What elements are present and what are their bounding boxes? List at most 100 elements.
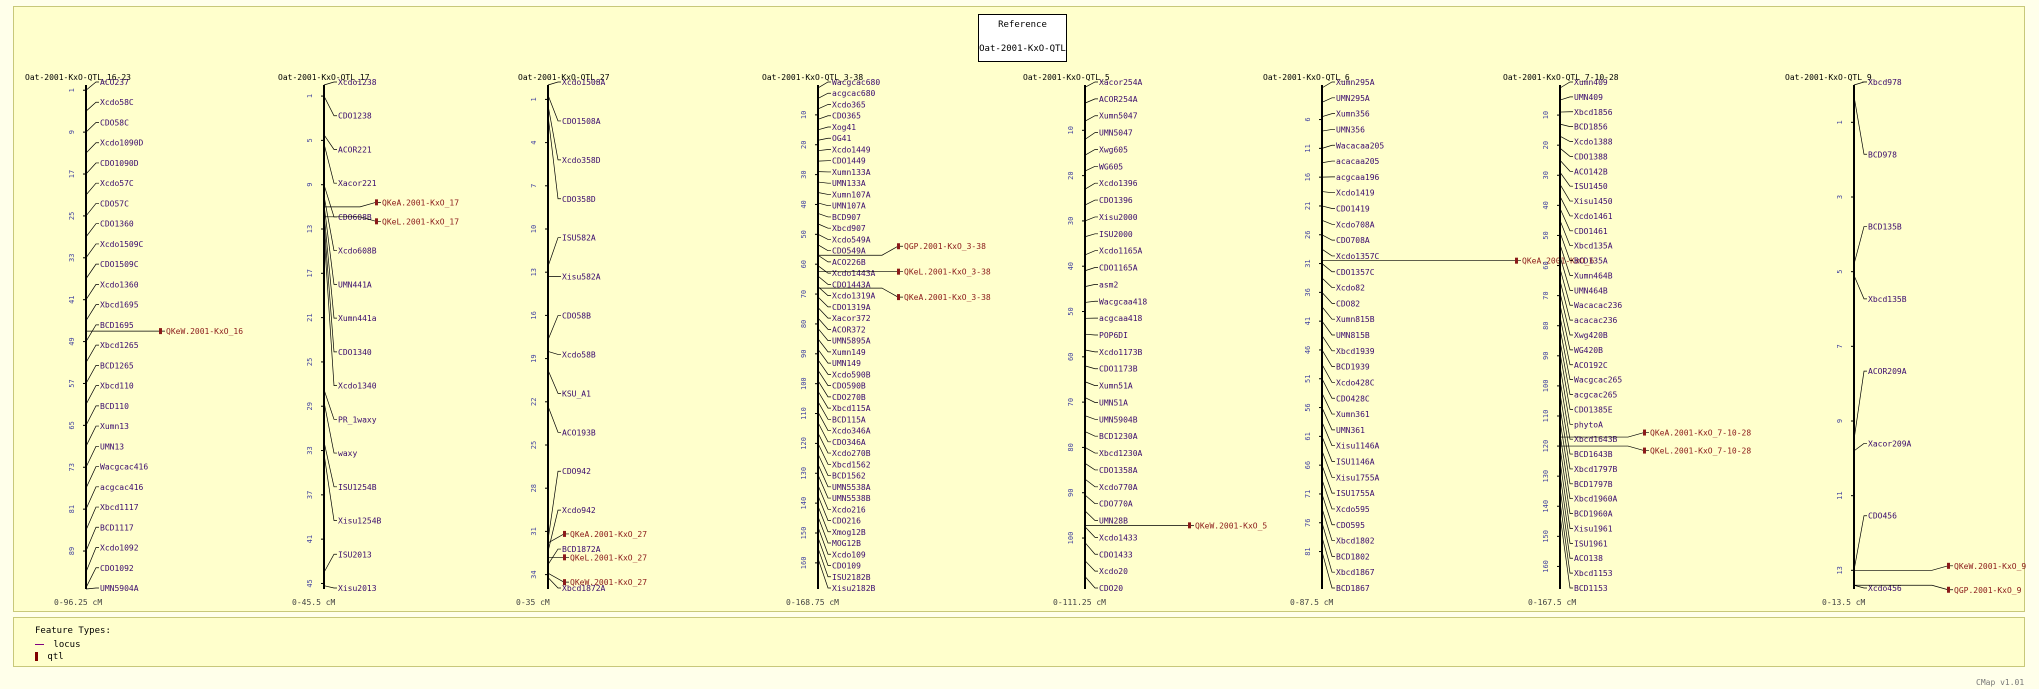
- locus-label[interactable]: Xcdo1508A: [562, 78, 606, 87]
- locus-label[interactable]: UMN5538A: [832, 483, 871, 492]
- locus-label[interactable]: Xcdo1443A: [832, 269, 876, 278]
- locus-label[interactable]: BCD110: [100, 402, 129, 411]
- locus-label[interactable]: Wacgcac265: [1574, 376, 1622, 385]
- locus-label[interactable]: Xbcd1695: [100, 301, 139, 310]
- locus-label[interactable]: Xisu2013: [338, 584, 377, 593]
- locus-label[interactable]: ACO192C: [1574, 361, 1608, 370]
- locus-label[interactable]: ACOR209A: [1868, 367, 1907, 376]
- locus-label[interactable]: Xcdo358D: [562, 156, 601, 165]
- locus-label[interactable]: Xbcd978: [1868, 78, 1902, 87]
- locus-label[interactable]: Xumn464B: [1574, 271, 1613, 280]
- locus-label[interactable]: Xcdo216: [832, 505, 866, 514]
- locus-label[interactable]: Xog41: [832, 123, 856, 132]
- locus-label[interactable]: CDO1165A: [1099, 264, 1138, 273]
- locus-label[interactable]: ISU1146A: [1336, 458, 1375, 467]
- locus-label[interactable]: Wacgcaa418: [1099, 297, 1147, 306]
- locus-label[interactable]: Wacgcac680: [832, 78, 880, 87]
- locus-label[interactable]: Xbcd1939: [1336, 347, 1375, 356]
- qtl-label[interactable]: QGP.2001-KxO_3-38: [904, 242, 986, 251]
- locus-label[interactable]: Xbcd115A: [832, 404, 871, 413]
- locus-label[interactable]: MOG12B: [832, 539, 861, 548]
- locus-label[interactable]: Xisu1755A: [1336, 473, 1380, 482]
- locus-label[interactable]: Xcdo1090D: [100, 139, 144, 148]
- locus-label[interactable]: Xcdo1433: [1099, 533, 1138, 542]
- locus-label[interactable]: CDO1461: [1574, 227, 1608, 236]
- locus-label[interactable]: PR_1waxy: [338, 415, 377, 424]
- locus-label[interactable]: asm2: [1099, 280, 1118, 289]
- locus-label[interactable]: Xcdo57C: [100, 179, 134, 188]
- locus-label[interactable]: ISU582A: [562, 234, 596, 243]
- locus-label[interactable]: ISU1755A: [1336, 489, 1375, 498]
- locus-label[interactable]: BCD1872A: [562, 545, 601, 554]
- locus-label[interactable]: BCD1856: [1574, 123, 1608, 132]
- locus-label[interactable]: CDO942: [562, 467, 591, 476]
- locus-label[interactable]: Xcdo1092: [100, 544, 139, 553]
- locus-label[interactable]: Xacor254A: [1099, 78, 1143, 87]
- locus-label[interactable]: Xumn356: [1336, 110, 1370, 119]
- locus-label[interactable]: Xbcd1643B: [1574, 435, 1618, 444]
- locus-label[interactable]: Xisu582A: [562, 273, 601, 282]
- qtl-label[interactable]: QKeA.2001-KxO_27: [570, 530, 647, 539]
- qtl-label[interactable]: QGP.2001-KxO_9: [1954, 586, 2022, 595]
- locus-label[interactable]: POP6DI: [1099, 331, 1128, 340]
- locus-label[interactable]: Xcdo770A: [1099, 483, 1138, 492]
- locus-label[interactable]: Xumn13: [100, 422, 129, 431]
- map-title[interactable]: Oat-2001-KxO-QTL_6: [1263, 73, 1350, 82]
- locus-label[interactable]: CDO428C: [1336, 394, 1370, 403]
- locus-label[interactable]: Xcdo942: [562, 506, 596, 515]
- locus-label[interactable]: BCD135A: [1574, 257, 1608, 266]
- locus-label[interactable]: Xumn51A: [1099, 382, 1133, 391]
- locus-label[interactable]: Xisu1961: [1574, 524, 1613, 533]
- locus-label[interactable]: Xbcd1230A: [1099, 449, 1143, 458]
- locus-label[interactable]: CDO1385E: [1574, 405, 1613, 414]
- locus-label[interactable]: BCD1117: [100, 523, 134, 532]
- locus-label[interactable]: ACOR221: [338, 145, 372, 154]
- locus-label[interactable]: CDO1396: [1099, 196, 1133, 205]
- locus-label[interactable]: CDO608B: [338, 213, 372, 222]
- locus-label[interactable]: CDO595: [1336, 521, 1365, 530]
- locus-label[interactable]: CDO82: [1336, 299, 1360, 308]
- locus-label[interactable]: CDO1433: [1099, 550, 1133, 559]
- locus-label[interactable]: ACOR254A: [1099, 95, 1138, 104]
- locus-label[interactable]: CDO708A: [1336, 236, 1370, 245]
- locus-label[interactable]: acgcac265: [1574, 391, 1618, 400]
- locus-label[interactable]: Xisu1254B: [338, 517, 382, 526]
- locus-label[interactable]: CDO216: [832, 517, 861, 526]
- locus-label[interactable]: BCD1867: [1336, 584, 1370, 593]
- locus-label[interactable]: ISU1450: [1574, 182, 1608, 191]
- locus-label[interactable]: Xbcd135A: [1574, 242, 1613, 251]
- locus-label[interactable]: UMN133A: [832, 179, 866, 188]
- locus-label[interactable]: Xcdo1449: [832, 145, 871, 154]
- locus-label[interactable]: UMN107A: [832, 202, 866, 211]
- locus-label[interactable]: CDO20: [1099, 584, 1123, 593]
- locus-label[interactable]: Xbcd1117: [100, 503, 139, 512]
- qtl-label[interactable]: QKeA.2001-KxO_3-38: [904, 293, 991, 302]
- qtl-label[interactable]: QKeA.2001-KxO_6: [1522, 257, 1594, 266]
- reference-map-name[interactable]: Oat-2001-KxO-QTL: [979, 44, 1066, 54]
- locus-label[interactable]: Xcdo1238: [338, 78, 377, 87]
- locus-label[interactable]: Xcdo270B: [832, 449, 871, 458]
- locus-label[interactable]: Xumn149: [832, 348, 866, 357]
- locus-label[interactable]: Xcdo456: [1868, 584, 1902, 593]
- locus-label[interactable]: CDO1443A: [832, 280, 871, 289]
- qtl-label[interactable]: QKeL.2001-KxO_17: [382, 217, 459, 226]
- locus-label[interactable]: Xcdo346A: [832, 427, 871, 436]
- locus-label[interactable]: BCD135B: [1868, 223, 1902, 232]
- locus-label[interactable]: CDO1509C: [100, 260, 139, 269]
- locus-label[interactable]: Xcdo365: [832, 100, 866, 109]
- locus-label[interactable]: acgcac416: [100, 483, 144, 492]
- locus-label[interactable]: Xbcd907: [832, 224, 866, 233]
- locus-label[interactable]: ACO142B: [1574, 167, 1608, 176]
- locus-label[interactable]: WG605: [1099, 162, 1123, 171]
- locus-label[interactable]: BCD1695: [100, 321, 134, 330]
- locus-label[interactable]: Xwg605: [1099, 145, 1128, 154]
- locus-label[interactable]: UMN5904B: [1099, 415, 1138, 424]
- locus-label[interactable]: Xcdo20: [1099, 567, 1128, 576]
- locus-label[interactable]: CDO58B: [562, 312, 591, 321]
- locus-label[interactable]: Xcdo708A: [1336, 220, 1375, 229]
- locus-label[interactable]: CDO365: [832, 112, 861, 121]
- qtl-label[interactable]: QKeA.2001-KxO_7-10-28: [1650, 429, 1751, 438]
- locus-label[interactable]: BCD1153: [1574, 584, 1608, 593]
- locus-label[interactable]: Xwg420B: [1574, 331, 1608, 340]
- locus-label[interactable]: Xcdo1319A: [832, 292, 876, 301]
